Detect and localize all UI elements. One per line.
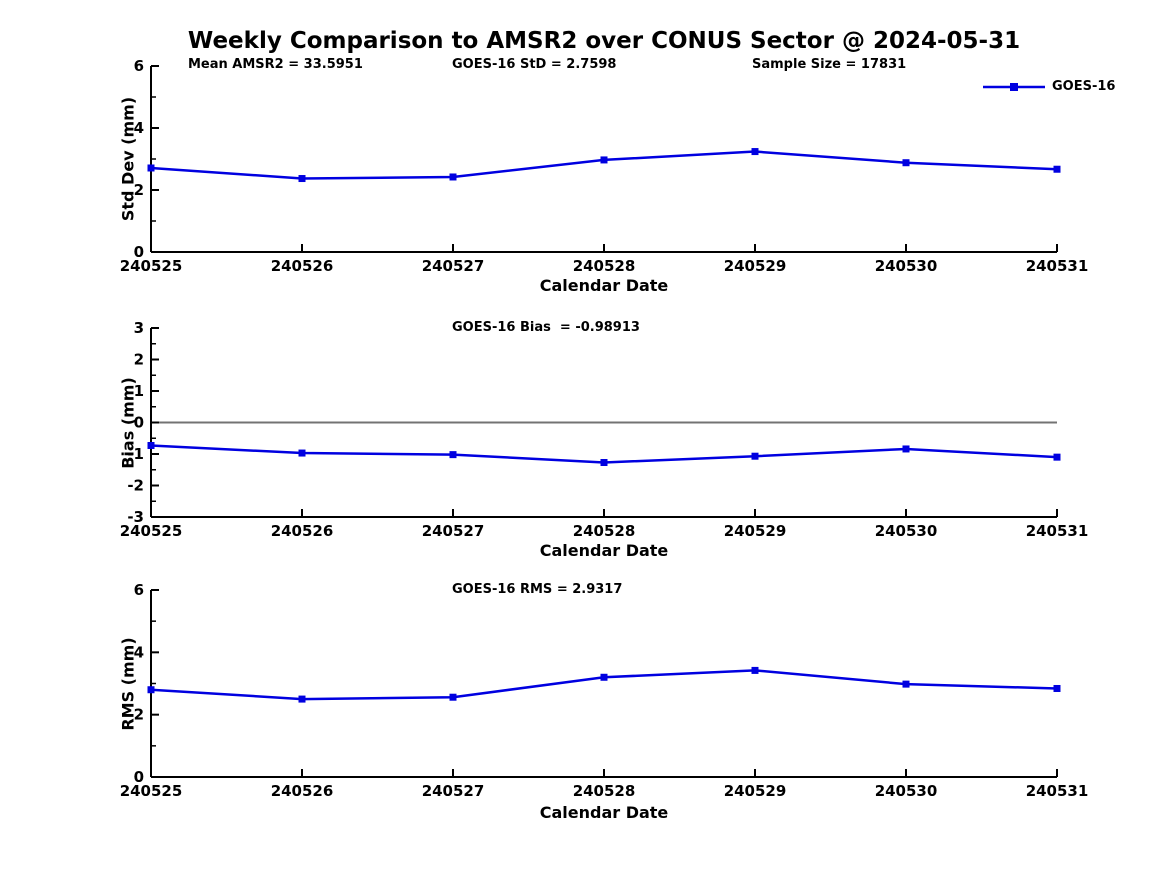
figure-title: Weekly Comparison to AMSR2 over CONUS Se… [187, 28, 1021, 54]
svg-text:240530: 240530 [875, 522, 938, 540]
data-point-marker [298, 695, 306, 703]
svg-text:240526: 240526 [271, 522, 334, 540]
svg-text:240525: 240525 [120, 257, 183, 275]
annotation-goes16-bias: GOES-16 Bias = -0.98913 [452, 320, 640, 335]
legend: GOES-16 [983, 79, 1115, 94]
data-point-marker [147, 686, 155, 694]
data-point-marker [902, 445, 910, 453]
svg-text:240529: 240529 [724, 257, 787, 275]
x-axis-label-rms: Calendar Date [539, 803, 669, 822]
chart-panel-2: 0 2 4 6 240525 240526 240527 240528 240529 240530… [120, 581, 1089, 800]
chart-panel-1: -3 -2 -1 0 1 2 3 240525 240526 240527 240528 240529… [120, 319, 1089, 540]
svg-text:240530: 240530 [875, 257, 938, 275]
data-point-marker [751, 148, 759, 156]
svg-text:2: 2 [134, 351, 144, 369]
svg-text:0: 0 [134, 414, 144, 432]
svg-text:4: 4 [134, 119, 144, 137]
data-point-marker [298, 175, 306, 183]
svg-text:240529: 240529 [724, 782, 787, 800]
svg-text:240531: 240531 [1026, 257, 1089, 275]
chart-panel-0: 0 2 4 6 240525 240526 240527 240528 240529 240530… [120, 57, 1089, 275]
legend-line-marker-icon [983, 82, 1045, 91]
data-point-marker [600, 673, 608, 681]
svg-text:4: 4 [134, 643, 144, 661]
svg-text:240528: 240528 [573, 782, 636, 800]
svg-text:6: 6 [134, 581, 144, 599]
svg-text:240528: 240528 [573, 522, 636, 540]
data-point-marker [902, 159, 910, 167]
annotation-goes16-std: GOES-16 StD = 2.7598 [452, 57, 617, 72]
data-point-marker [147, 441, 155, 449]
data-point-marker [1053, 165, 1061, 173]
annotation-goes16-rms: GOES-16 RMS = 2.9317 [452, 582, 623, 597]
x-axis-label-stddev: Calendar Date [539, 276, 669, 295]
svg-text:240529: 240529 [724, 522, 787, 540]
data-point-marker [751, 452, 759, 460]
svg-text:-2: -2 [127, 477, 144, 495]
series-line-goes-16 [150, 150, 1058, 180]
data-point-marker [600, 156, 608, 164]
data-point-marker [298, 449, 306, 457]
x-axis-label-bias: Calendar Date [539, 541, 669, 560]
data-point-marker [449, 173, 457, 181]
svg-text:0: 0 [134, 768, 144, 786]
data-point-marker [1053, 453, 1061, 461]
svg-text:240526: 240526 [271, 257, 334, 275]
svg-text:6: 6 [134, 57, 144, 75]
svg-text:240527: 240527 [422, 782, 485, 800]
svg-text:240528: 240528 [573, 257, 636, 275]
svg-text:240526: 240526 [271, 782, 334, 800]
svg-text:2: 2 [134, 181, 144, 199]
data-point-marker [751, 666, 759, 674]
svg-text:1: 1 [134, 382, 144, 400]
data-point-marker [449, 693, 457, 701]
svg-text:-3: -3 [127, 508, 144, 526]
svg-text:240531: 240531 [1026, 782, 1089, 800]
svg-text:240530: 240530 [875, 782, 938, 800]
svg-text:3: 3 [134, 319, 144, 337]
svg-text:240527: 240527 [422, 522, 485, 540]
svg-text:240525: 240525 [120, 782, 183, 800]
annotation-mean-amsr2: Mean AMSR2 = 33.5951 [188, 57, 363, 72]
svg-text:240525: 240525 [120, 522, 183, 540]
data-point-marker [902, 680, 910, 688]
annotation-sample-size: Sample Size = 17831 [752, 57, 907, 72]
svg-text:240531: 240531 [1026, 522, 1089, 540]
data-point-marker [147, 164, 155, 172]
svg-text:2: 2 [134, 706, 144, 724]
data-point-marker [1053, 684, 1061, 692]
legend-label: GOES-16 [1052, 79, 1116, 94]
svg-text:-1: -1 [127, 445, 144, 463]
svg-text:240527: 240527 [422, 257, 485, 275]
data-point-marker [449, 451, 457, 459]
data-point-marker [600, 459, 608, 467]
svg-text:0: 0 [134, 243, 144, 261]
